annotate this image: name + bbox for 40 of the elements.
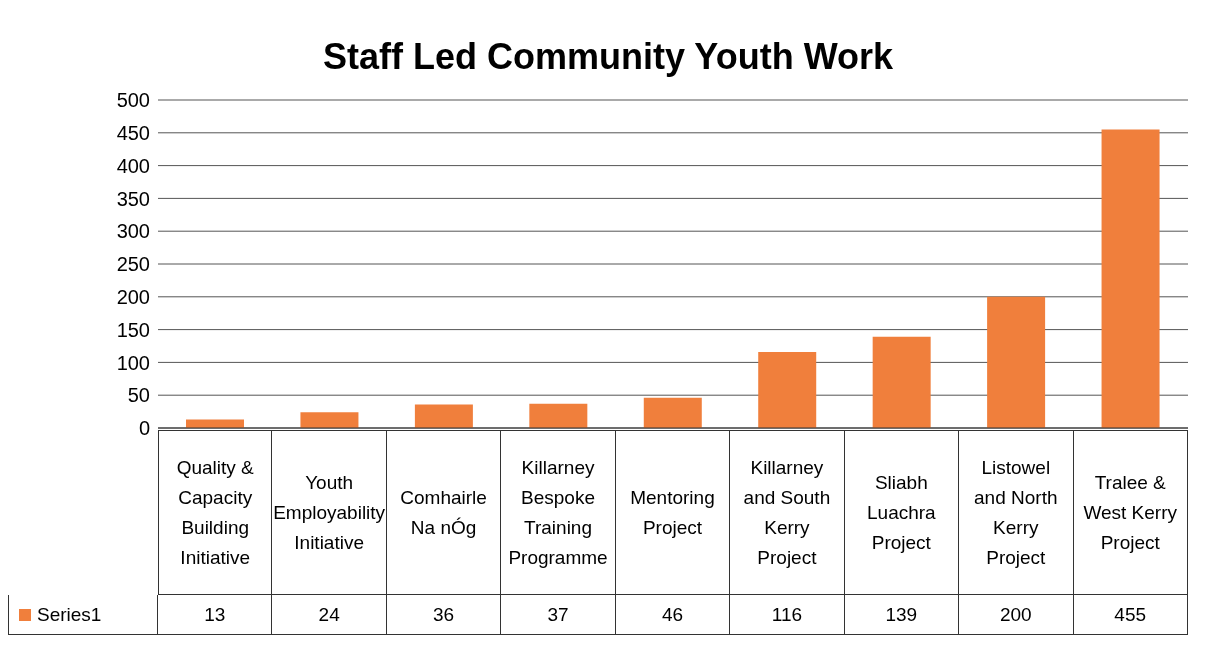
y-tick-label: 150: [116, 318, 150, 341]
x-tick-label: Youth Employability Initiative: [272, 430, 387, 595]
bar: [414, 404, 473, 428]
x-tick-label: Quality & Capacity Building Initiative: [158, 430, 273, 595]
y-tick-label: 400: [116, 154, 150, 177]
data-label: 139: [844, 595, 960, 635]
data-label: 46: [615, 595, 731, 635]
bar: [300, 412, 359, 428]
y-tick-label: 350: [116, 187, 150, 210]
y-tick-label: 100: [116, 351, 150, 374]
bar: [529, 403, 588, 428]
x-tick-label: Sliabh Luachra Project: [844, 430, 960, 595]
bar: [987, 296, 1046, 428]
y-tick-label: 500: [116, 89, 150, 112]
y-tick-label: 0: [138, 417, 150, 440]
x-tick-label: Killarney Bespoke Training Programme: [501, 430, 616, 595]
chart-title: Staff Led Community Youth Work: [322, 36, 893, 77]
bar: [186, 419, 244, 428]
bar: [643, 397, 702, 428]
x-tick-label: Killarney and South Kerry Project: [730, 430, 845, 595]
y-tick-label: 450: [116, 121, 150, 144]
data-label: 455: [1073, 595, 1188, 635]
y-tick-label: 200: [116, 285, 150, 308]
bar: [758, 351, 817, 428]
x-tick-label: Tralee & West Kerry Project: [1073, 430, 1188, 595]
y-tick-label: 50: [127, 384, 150, 407]
y-tick-label: 300: [116, 220, 150, 243]
data-label: 36: [386, 595, 502, 635]
data-label: 13: [158, 595, 273, 635]
data-label: 24: [272, 595, 387, 635]
x-tick-label: Mentoring Project: [615, 430, 731, 595]
bar: [1101, 129, 1160, 428]
data-label: 200: [959, 595, 1074, 635]
bar: [872, 336, 931, 428]
y-tick-label: 250: [116, 253, 150, 276]
x-tick-label: Listowel and North Kerry Project: [959, 430, 1074, 595]
data-label: 37: [501, 595, 616, 635]
x-tick-label: Comhairle Na nÓg: [386, 430, 502, 595]
data-label: 116: [730, 595, 845, 635]
legend-label: Series1: [8, 595, 158, 635]
